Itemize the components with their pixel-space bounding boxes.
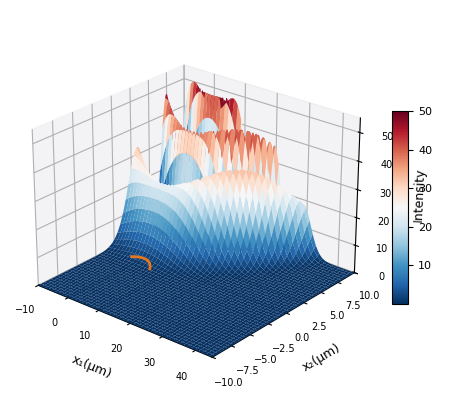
X-axis label: x₁(μm): x₁(μm) [70,353,114,381]
Y-axis label: x₂(μm): x₂(μm) [301,341,343,374]
